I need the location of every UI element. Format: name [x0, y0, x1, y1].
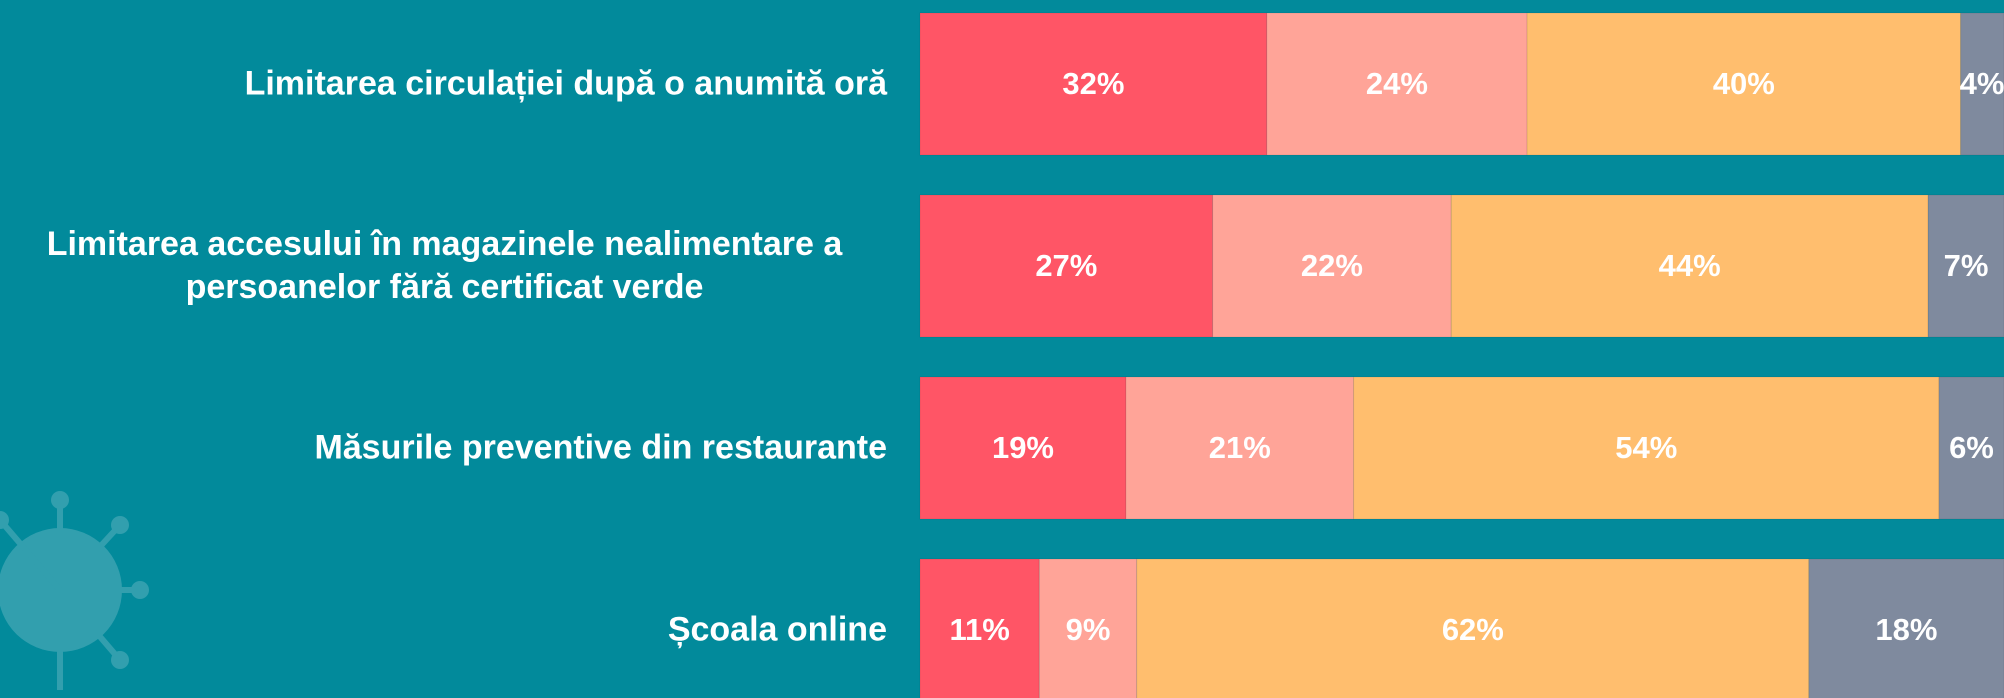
bar-segment [1808, 558, 2004, 698]
bar-segment [1526, 12, 1962, 156]
bar-segment [919, 376, 1127, 520]
value-label: 6% [1949, 430, 1994, 465]
bar-segment [919, 12, 1268, 156]
value-label: 9% [1066, 612, 1111, 647]
value-label: 44% [1659, 248, 1721, 283]
value-label: 54% [1615, 430, 1677, 465]
value-label: 32% [1062, 66, 1124, 101]
bar-segment [919, 194, 1214, 338]
virus-icon [0, 491, 149, 690]
bar-segment [1136, 558, 1810, 698]
value-label: 11% [949, 612, 1009, 647]
category-label: Limitarea accesului în magazinele nealim… [46, 225, 843, 306]
bar-segment [1125, 376, 1355, 520]
bar-segment [1212, 194, 1452, 338]
category-label: Școala online [667, 610, 887, 649]
value-label: 27% [1035, 248, 1097, 283]
bar-segment [919, 558, 1040, 698]
value-label: 40% [1713, 66, 1775, 101]
value-label: 7% [1944, 248, 1989, 283]
category-label: Măsurile preventive din restaurante [314, 428, 887, 467]
value-label: 19% [992, 430, 1054, 465]
bar-segment [1938, 376, 2004, 520]
value-label: 18% [1875, 612, 1937, 647]
bar-segment [1927, 194, 2004, 338]
bar-segment [1266, 12, 1528, 156]
value-label: 62% [1442, 612, 1504, 647]
value-label: 24% [1366, 66, 1428, 101]
value-label: 22% [1301, 248, 1363, 283]
bar-segment [1038, 558, 1138, 698]
value-label: 4% [1960, 66, 2004, 101]
bar-segment [1960, 12, 2004, 156]
value-label: 21% [1209, 430, 1271, 465]
bar-segment [1353, 376, 1940, 520]
bar-segment [1450, 194, 1929, 338]
category-label: Limitarea circulației după o anumită oră [244, 64, 887, 103]
